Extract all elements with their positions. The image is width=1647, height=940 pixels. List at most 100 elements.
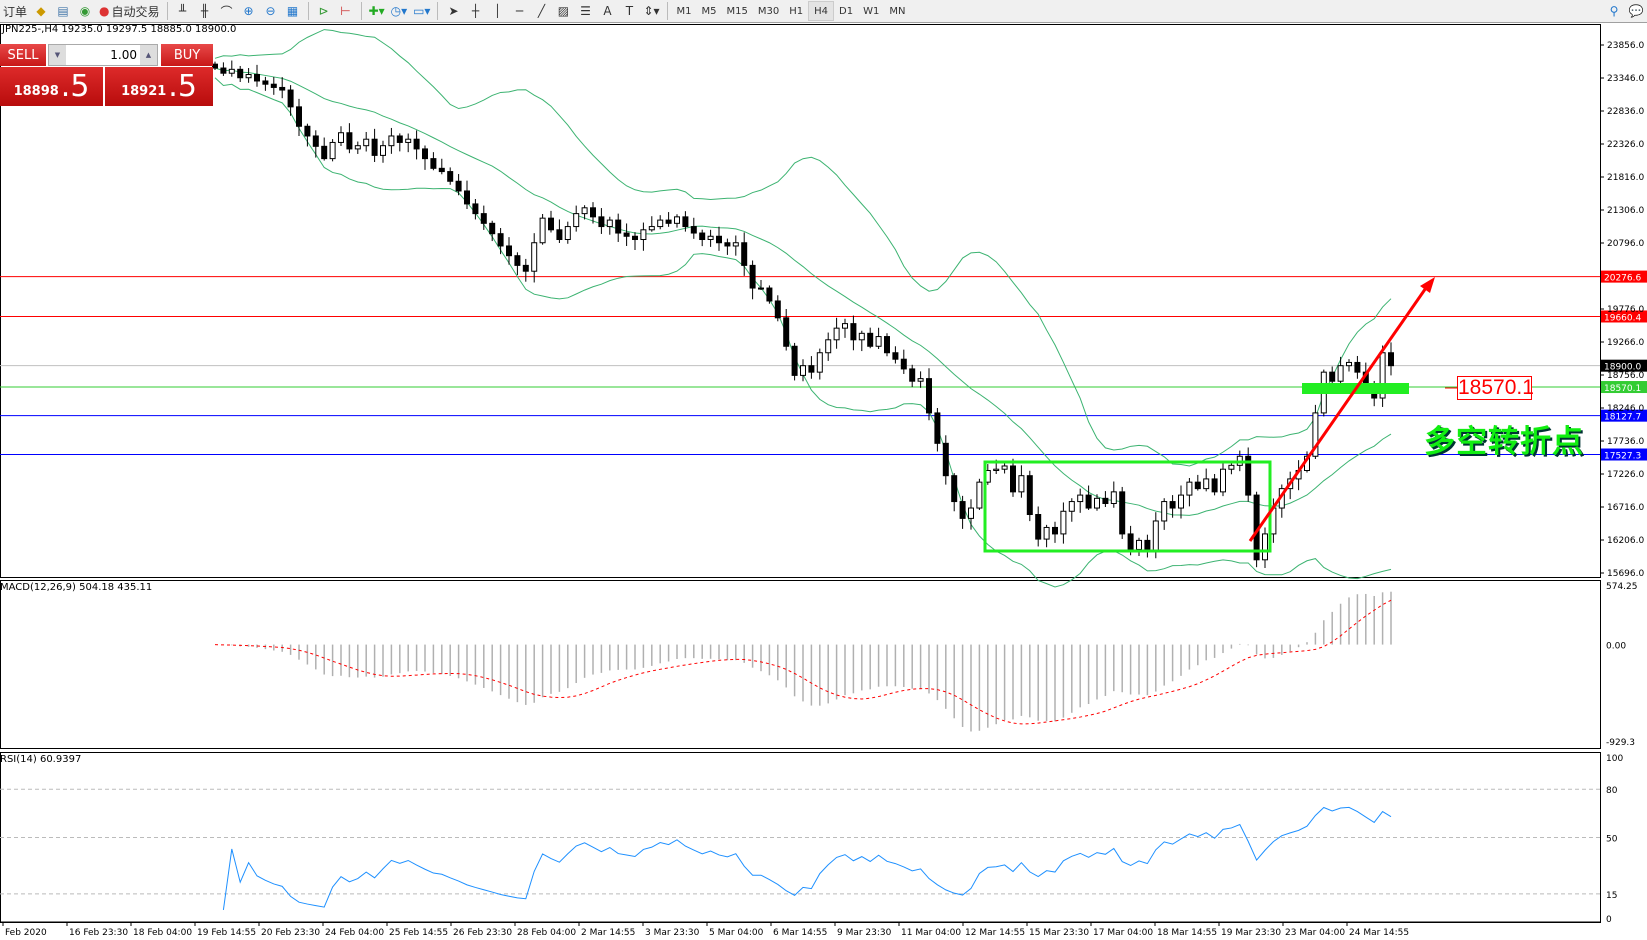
timeframe-m15[interactable]: M15	[726, 5, 748, 17]
sell-price-button[interactable]: 18898.5	[0, 67, 103, 106]
axes: 20276.6 19660.4 18900.0 18570.1 18127.7 17527…	[2, 41, 1647, 938]
bear-candle	[1127, 533, 1134, 550]
trend-reversal-text[interactable]: 多空转折点	[1424, 424, 1584, 460]
zoom-out-icon[interactable]: ⊖	[265, 4, 276, 18]
zoom-in-icon[interactable]: ⊕	[243, 4, 254, 18]
templates-icon[interactable]: ▭▾	[413, 4, 431, 18]
rsi-axis-label: 15	[1606, 891, 1617, 901]
bull-candle	[245, 74, 252, 79]
chart-shift-icon[interactable]: ⊢	[340, 4, 351, 18]
time-axis-label: 19 Mar 23:30	[1221, 928, 1281, 938]
timeframe-h1[interactable]: H1	[789, 5, 804, 17]
buy-button[interactable]: BUY	[161, 44, 213, 66]
indicators-icon[interactable]: ✚▾	[368, 4, 385, 18]
bull-candle	[1228, 464, 1235, 470]
bear-candle	[690, 226, 697, 234]
bull-candle	[674, 216, 680, 224]
time-axis-label: Feb 2020	[5, 928, 47, 938]
arrows-icon[interactable]: ⇕▾	[643, 4, 660, 18]
timeframe-d1[interactable]: D1	[839, 5, 854, 17]
channel-icon[interactable]: ▨	[557, 4, 570, 18]
consolidation-box	[983, 460, 1272, 553]
level-price-text: 20276.6	[1604, 274, 1641, 284]
bull-candle	[606, 219, 613, 228]
bear-candle	[438, 167, 445, 173]
timeframe-mn[interactable]: MN	[889, 5, 906, 17]
bar-chart-icon[interactable]: ╨	[178, 4, 187, 18]
bear-candle	[296, 106, 302, 127]
toolbar-divider	[666, 2, 668, 20]
bear-candle	[942, 442, 949, 477]
level-tag-label[interactable]: 18570.1	[1457, 376, 1534, 400]
bull-candle	[1068, 501, 1075, 512]
horizontal-line-icon[interactable]: ─	[515, 4, 524, 18]
bear-candle	[262, 80, 269, 85]
bull-candle	[833, 327, 840, 341]
time-axis-label: 17 Mar 04:00	[1093, 928, 1153, 938]
lot-decrease-button[interactable]: ▼	[49, 45, 66, 65]
candlestick-icon[interactable]: ╫	[200, 4, 209, 18]
bull-candle	[228, 68, 235, 74]
bear-candle	[371, 138, 378, 156]
bear-candle	[867, 332, 874, 347]
new-order-button[interactable]: 订单	[0, 1, 30, 21]
level-price-text: 18900.0	[1604, 363, 1641, 373]
vertical-line-icon[interactable]: │	[493, 4, 502, 18]
bull-candle	[1312, 412, 1319, 457]
annotations[interactable]	[983, 277, 1457, 553]
bear-candle	[413, 138, 420, 150]
rsi-label: RSI(14) 60.9397	[0, 754, 82, 765]
buy-price-button[interactable]: 18921.5	[105, 67, 213, 106]
bull-candle	[657, 219, 664, 228]
metaeditor-icon[interactable]: ◆	[36, 4, 46, 18]
crosshair-icon[interactable]: ┼	[471, 4, 480, 18]
tile-windows-icon[interactable]: ▦	[286, 4, 299, 18]
periods-icon[interactable]: ◷▾	[390, 4, 408, 18]
sell-button[interactable]: SELL	[0, 44, 46, 66]
bear-candle	[1119, 491, 1126, 535]
timeframe-m30[interactable]: M30	[757, 5, 780, 17]
time-axis-label: 18 Mar 14:55	[1157, 928, 1217, 938]
macd-pane	[214, 591, 1392, 732]
lot-value[interactable]: 1.00	[110, 48, 137, 62]
cursor-icon[interactable]: ➤	[448, 4, 459, 18]
autotrading-button[interactable]: ● 自动交易	[96, 1, 163, 21]
text-icon[interactable]: A	[603, 4, 612, 18]
bull-candle	[707, 235, 714, 241]
autotrading-icon: ●	[99, 4, 110, 18]
toolbar-divider	[307, 2, 309, 20]
signals-icon[interactable]: ◉	[79, 4, 91, 18]
lot-increase-button[interactable]: ▲	[140, 45, 157, 65]
chat-icon[interactable]: 💬	[1628, 4, 1644, 18]
price-tick-label: 20796.0	[1607, 239, 1644, 249]
bear-candle	[774, 300, 781, 319]
bear-candle	[791, 345, 798, 376]
time-axis-label: 25 Feb 14:55	[389, 928, 448, 938]
search-icon[interactable]: ⚲	[1609, 4, 1619, 18]
macd-signal-line	[214, 599, 1392, 725]
level-price-tag	[1601, 409, 1647, 422]
bull-candle	[993, 468, 1000, 472]
timeframe-m1[interactable]: M1	[676, 5, 692, 17]
bull-candle	[1337, 365, 1344, 382]
timeframe-h4[interactable]: H4	[808, 1, 835, 21]
line-chart-icon[interactable]: ⌒	[220, 4, 233, 19]
pane-border	[0, 24, 1601, 578]
trendline-icon[interactable]: ╱	[537, 4, 546, 18]
bear-candle	[1102, 497, 1109, 505]
bear-candle	[926, 378, 932, 414]
timeframe-m5[interactable]: M5	[701, 5, 717, 17]
fibo-icon[interactable]: ☰	[580, 4, 591, 18]
bull-candle	[354, 145, 361, 150]
terminal-icon[interactable]: ▤	[57, 4, 69, 18]
lot-input[interactable]: ▼ 1.00 ▲	[48, 44, 158, 66]
auto-scroll-icon[interactable]: ⊳	[318, 4, 329, 18]
bear-candle	[447, 171, 454, 182]
bull-candle	[1186, 481, 1193, 496]
level-price-tag	[1601, 448, 1647, 461]
label-icon[interactable]: T	[625, 4, 634, 18]
bull-candle	[338, 132, 344, 143]
timeframe-w1[interactable]: W1	[863, 5, 880, 17]
bull-candle	[581, 207, 588, 215]
